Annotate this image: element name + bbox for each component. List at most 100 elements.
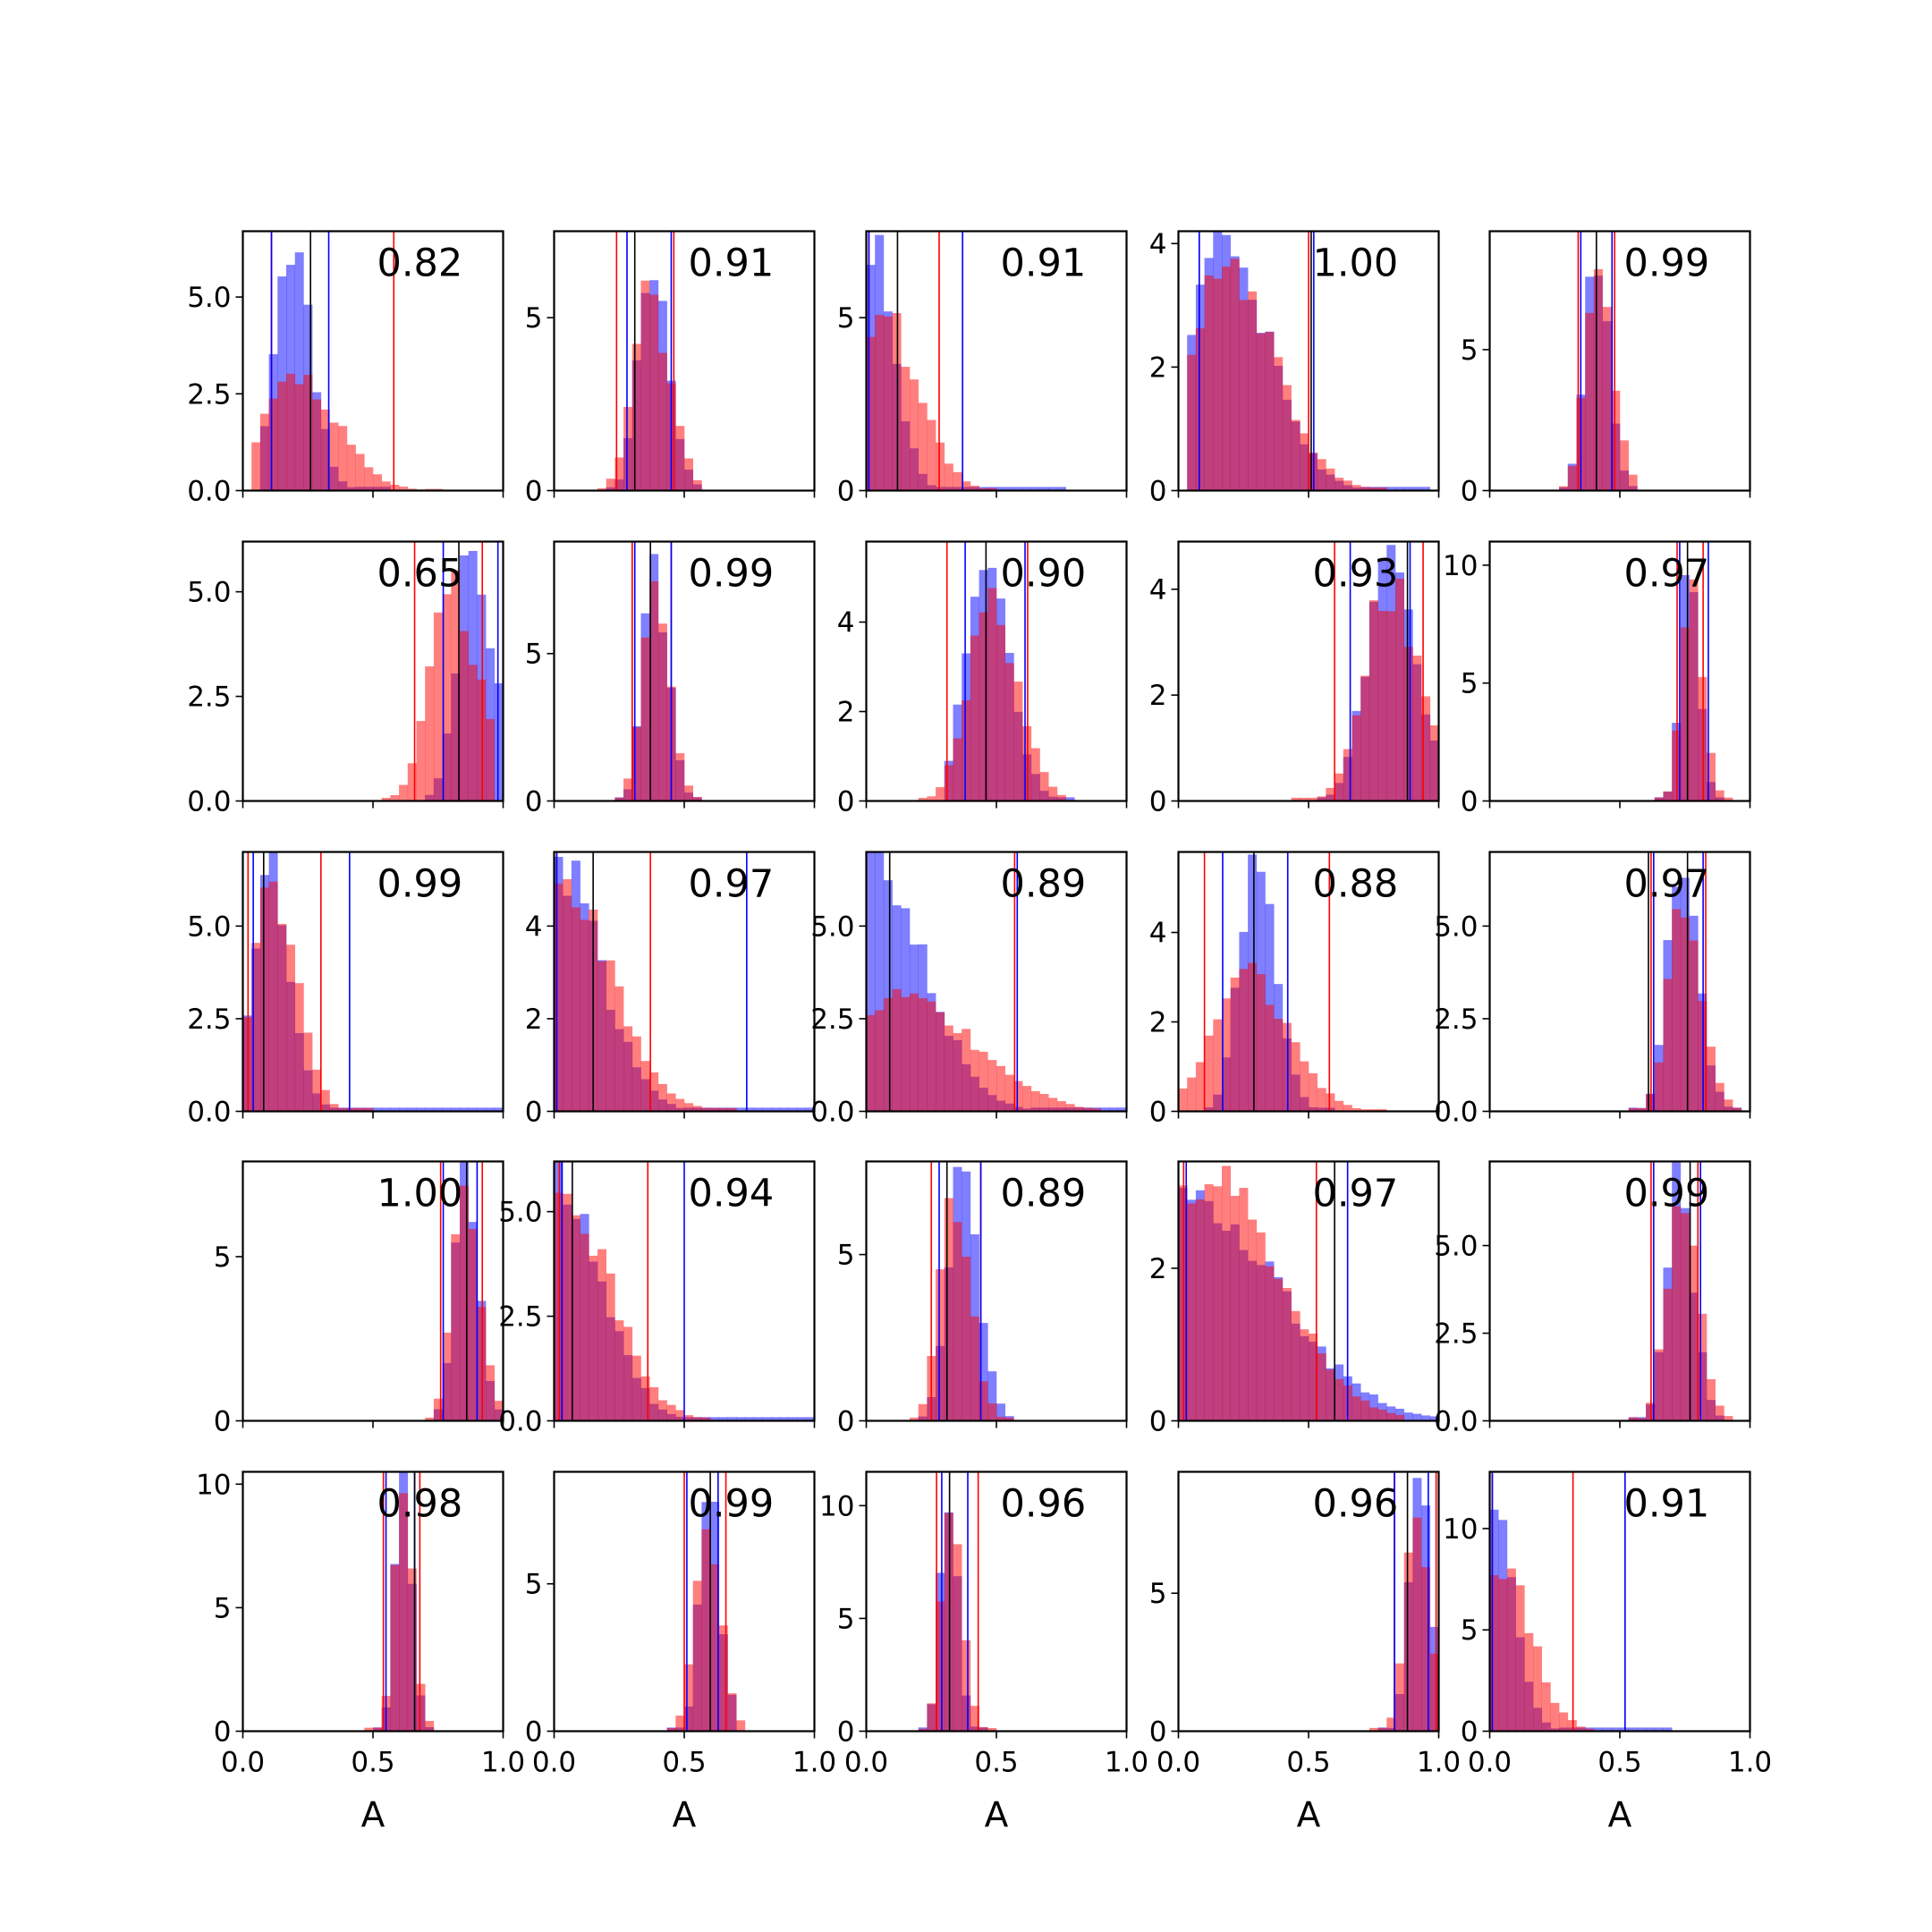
red-histogram-bar xyxy=(1352,1396,1361,1421)
blue-histogram-bar xyxy=(771,1417,780,1421)
red-histogram-bar xyxy=(1195,1062,1205,1112)
red-histogram-bar xyxy=(657,1083,667,1112)
y-tick-label: 0 xyxy=(1149,476,1167,508)
x-tick-label: 0.0 xyxy=(844,1747,888,1779)
red-histogram-bar xyxy=(953,1033,962,1112)
red-histogram-bar xyxy=(918,798,928,801)
blue-histogram-bar xyxy=(399,1107,409,1112)
red-histogram-bar xyxy=(1178,1088,1188,1112)
panel-score: 0.99 xyxy=(377,862,463,907)
red-histogram-bar xyxy=(442,1332,452,1421)
red-histogram-bar xyxy=(1663,979,1673,1112)
red-histogram-bar xyxy=(1222,1165,1231,1421)
panel-2-1: 0.0 2.5 5.0 0.65 xyxy=(187,540,504,818)
red-histogram-bar xyxy=(962,699,971,801)
red-histogram-bar xyxy=(1317,459,1326,491)
red-histogram-bar xyxy=(1083,1107,1092,1112)
blue-histogram-bar xyxy=(1013,487,1023,491)
panel-plot-area xyxy=(554,852,815,1112)
panel-plot-area xyxy=(1654,541,1733,801)
red-histogram-bar xyxy=(979,1051,988,1112)
y-tick-label: 5.0 xyxy=(810,911,854,943)
red-histogram-bar xyxy=(1524,1632,1534,1732)
panel-frame xyxy=(242,1470,504,1733)
red-histogram-bar xyxy=(1291,1042,1301,1112)
panel-score: 0.97 xyxy=(1624,552,1710,597)
red-histogram-bar xyxy=(364,467,374,491)
y-tick-label: 2 xyxy=(1149,680,1167,712)
red-histogram-bar xyxy=(1239,969,1249,1112)
panel-score: 0.99 xyxy=(1624,242,1710,286)
panel-score: 0.93 xyxy=(1313,552,1399,597)
red-histogram-bar xyxy=(1663,791,1673,801)
red-histogram-bar xyxy=(259,413,269,491)
red-histogram-bar xyxy=(1585,312,1595,491)
red-histogram-bar xyxy=(1274,357,1284,491)
red-histogram-bar xyxy=(875,315,885,491)
red-histogram-bar xyxy=(692,1417,702,1421)
red-histogram-bar xyxy=(1300,433,1309,491)
red-histogram-bar xyxy=(468,665,478,801)
red-histogram-bar xyxy=(364,1727,374,1732)
blue-histogram-bar xyxy=(788,1107,798,1112)
red-histogram-bar xyxy=(1239,1188,1249,1421)
red-histogram-bar xyxy=(953,471,962,491)
red-histogram-bar xyxy=(657,1400,667,1421)
blue-histogram-bar xyxy=(875,852,885,1112)
y-tick-label: 0 xyxy=(1149,1097,1167,1129)
red-histogram-bar xyxy=(1412,655,1422,801)
red-histogram-bar xyxy=(987,1728,997,1732)
y-tick-label: 0.0 xyxy=(1434,1097,1478,1129)
red-histogram-bar xyxy=(1274,1019,1284,1112)
red-histogram-bar xyxy=(1343,749,1352,801)
red-histogram-bar xyxy=(944,1198,953,1421)
y-tick-label: 0 xyxy=(214,1406,232,1438)
red-histogram-bar xyxy=(918,1403,928,1421)
red-histogram-bar xyxy=(1056,1101,1066,1112)
red-histogram-bar xyxy=(684,458,693,491)
y-tick-label: 0.0 xyxy=(498,1406,542,1438)
red-histogram-bar xyxy=(1300,797,1309,801)
red-histogram-bar xyxy=(606,479,615,491)
red-histogram-bar xyxy=(1213,1186,1223,1421)
red-histogram-bar xyxy=(1654,797,1664,801)
red-histogram-bar xyxy=(987,1060,997,1112)
panel-3-3: 0.0 2.5 5.0 0.89 xyxy=(810,851,1128,1129)
y-tick-label: 2.5 xyxy=(187,682,231,714)
red-histogram-bar xyxy=(329,422,339,491)
red-histogram-bar xyxy=(970,1706,979,1732)
blue-histogram-bar xyxy=(1056,487,1066,491)
y-tick-label: 0.0 xyxy=(187,786,231,818)
red-histogram-bar xyxy=(433,612,443,801)
red-histogram-bar xyxy=(1022,725,1032,801)
blue-histogram-bar xyxy=(1628,1727,1638,1732)
red-histogram-bar xyxy=(451,1233,461,1421)
blue-histogram-bar xyxy=(805,1107,815,1112)
red-histogram-bar xyxy=(692,796,702,801)
red-histogram-bar xyxy=(1567,465,1577,491)
red-histogram-bar xyxy=(1309,797,1318,801)
y-tick-label: 0.0 xyxy=(187,1097,231,1129)
red-histogram-bar xyxy=(918,1728,928,1732)
red-histogram-bar xyxy=(1593,268,1603,491)
red-histogram-bar xyxy=(666,1404,676,1421)
red-histogram-bar xyxy=(1395,1663,1404,1732)
red-histogram-bar xyxy=(979,612,988,801)
red-histogram-bar xyxy=(1620,440,1629,491)
red-histogram-bar xyxy=(1672,1206,1682,1421)
red-histogram-bar xyxy=(1689,1245,1699,1421)
x-tick-label: 1.0 xyxy=(1417,1747,1461,1779)
y-tick-label: 4 xyxy=(1149,574,1167,606)
red-histogram-bar xyxy=(1368,1109,1378,1112)
red-histogram-bar xyxy=(286,945,295,1112)
red-histogram-bar xyxy=(1343,480,1352,491)
panel-score: 0.91 xyxy=(1001,242,1087,286)
red-histogram-bar xyxy=(692,1580,702,1732)
blue-histogram-bar xyxy=(744,1107,754,1112)
blue-histogram-bar xyxy=(1646,1727,1656,1732)
red-histogram-bar xyxy=(1230,977,1240,1112)
panel-score: 0.82 xyxy=(377,242,463,286)
blue-histogram-bar xyxy=(1386,487,1396,491)
red-histogram-bar xyxy=(1360,1109,1370,1112)
blue-histogram-bar xyxy=(294,252,304,491)
